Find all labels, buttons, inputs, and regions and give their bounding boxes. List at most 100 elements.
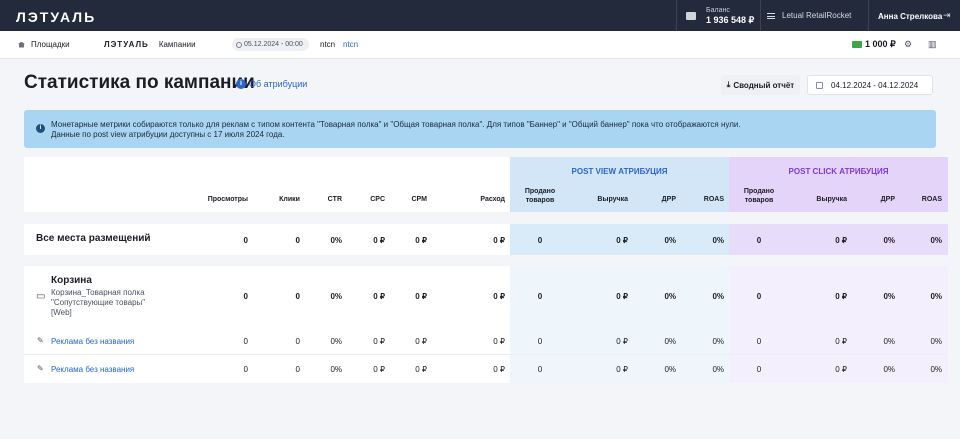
- nav-platforms[interactable]: Площадки: [18, 40, 70, 49]
- cell-cpc: 0 ₽: [373, 365, 385, 374]
- table-header-main: [24, 157, 510, 212]
- col-pv-sold-l2: товаров: [525, 197, 555, 204]
- col-pv-sold[interactable]: Продано товаров: [520, 187, 560, 205]
- banner-line-1: Монетарные метрики собираются только для…: [51, 120, 741, 129]
- money-icon: [852, 41, 862, 48]
- col-cpm[interactable]: CPM: [411, 196, 427, 203]
- cell-ctr: 0%: [330, 236, 342, 245]
- cell-clicks: 0: [295, 292, 300, 301]
- cell-pc-roas: 0%: [930, 365, 942, 374]
- campaign-link[interactable]: ntcn: [343, 40, 359, 49]
- cell-pv-revenue: 0 ₽: [616, 365, 628, 374]
- monitor-icon: ▭: [36, 291, 46, 302]
- col-clicks[interactable]: Клики: [279, 196, 300, 203]
- table-header-post-click: [729, 157, 948, 212]
- date-range-value: 04.12.2024 - 04.12.2024: [831, 80, 919, 90]
- cell-pc-sold: 0: [756, 365, 762, 374]
- info-banner: i Монетарные метрики собираются только д…: [24, 110, 936, 148]
- col-ctr[interactable]: CTR: [327, 196, 342, 203]
- brand-logo[interactable]: ЛЭТУАЛЬ: [16, 9, 97, 25]
- nav-platforms-label: Площадки: [31, 40, 70, 49]
- cell-pv-sold: 0: [537, 337, 543, 346]
- cell-pc-sold: 0: [756, 337, 762, 346]
- cell-ctr: 0%: [330, 365, 342, 374]
- col-pc-roas[interactable]: ROAS: [921, 196, 942, 203]
- cell-clicks: 0: [295, 365, 300, 374]
- cell-pc-drr: 0%: [883, 337, 895, 346]
- cell-views: 0: [243, 365, 248, 374]
- cell-cpm: 0 ₽: [415, 292, 427, 301]
- pencil-icon: ✎: [37, 336, 44, 345]
- col-pc-sold-l2: товаров: [744, 197, 774, 204]
- cell-pc-revenue: 0 ₽: [835, 236, 847, 245]
- user-name[interactable]: Анна Стрелкова: [878, 12, 943, 21]
- cell-pc-drr: 0%: [883, 365, 895, 374]
- download-icon: ⤓: [726, 80, 731, 89]
- cell-cpc: 0 ₽: [373, 292, 385, 301]
- divider: [868, 0, 869, 31]
- gear-icon[interactable]: ⚙: [904, 39, 913, 49]
- col-pv-drr[interactable]: ДРР: [661, 196, 676, 203]
- cell-pc-revenue: 0 ₽: [835, 292, 847, 301]
- divider: [676, 0, 677, 31]
- summary-report-button[interactable]: ⤓ Сводный отчёт: [721, 75, 800, 95]
- col-pv-sold-l1: Продано: [524, 188, 556, 195]
- info-icon: i: [36, 124, 45, 133]
- balance-value: 1 936 548 ₽: [706, 14, 755, 25]
- home-icon: [18, 41, 25, 48]
- placement-sub-1: Корзина_Товарная полка: [51, 288, 145, 297]
- col-pc-sold-l1: Продано: [743, 188, 775, 195]
- placement-title[interactable]: Корзина: [51, 275, 92, 286]
- row-divider: [24, 354, 948, 355]
- cell-pc-revenue: 0 ₽: [835, 365, 847, 374]
- summary-row: [24, 224, 510, 255]
- cell-spend: 0 ₽: [493, 365, 505, 374]
- col-pc-drr[interactable]: ДРР: [880, 196, 895, 203]
- summary-label: Все места размещений: [36, 233, 151, 244]
- nav-campaigns[interactable]: ЛЭТУАЛЬ Кампании: [104, 40, 196, 49]
- tenant-switcher[interactable]: Letual RetailRocket: [767, 11, 851, 20]
- cell-ctr: 0%: [330, 337, 342, 346]
- col-pc-sold[interactable]: Продано товаров: [739, 187, 779, 205]
- cell-pc-drr: 0%: [883, 236, 895, 245]
- placement-row: [24, 266, 510, 326]
- cell-pc-revenue: 0 ₽: [835, 337, 847, 346]
- balance-widget[interactable]: Баланс 1 936 548 ₽: [678, 0, 758, 31]
- wallet-icon: [686, 11, 696, 20]
- post-view-group-title: POST VIEW АТРИБУЦИЯ: [571, 167, 668, 176]
- col-pc-revenue[interactable]: Выручка: [816, 196, 847, 203]
- col-spend[interactable]: Расход: [480, 196, 505, 203]
- cell-cpm: 0 ₽: [415, 365, 427, 374]
- chart-icon[interactable]: ▥: [928, 39, 937, 49]
- campaign-budget[interactable]: 1 000 ₽: [852, 39, 896, 50]
- ad-link[interactable]: Реклама без названия: [51, 365, 135, 374]
- cell-pv-drr: 0%: [664, 292, 676, 301]
- col-pv-roas[interactable]: ROAS: [703, 196, 724, 203]
- cell-pv-roas: 0%: [712, 236, 724, 245]
- cell-pv-revenue: 0 ₽: [616, 337, 628, 346]
- page-title: Статистика по кампании: [24, 72, 255, 93]
- cell-cpm: 0 ₽: [415, 337, 427, 346]
- cell-pv-roas: 0%: [712, 292, 724, 301]
- ad-link[interactable]: Реклама без названия: [51, 337, 135, 346]
- table-header-post-view: [510, 157, 729, 212]
- date-range-picker[interactable]: 04.12.2024 - 04.12.2024: [807, 75, 933, 95]
- summary-row-pc-bg: [729, 224, 948, 255]
- cell-pc-roas: 0%: [930, 337, 942, 346]
- brand-logo-small: ЛЭТУАЛЬ: [104, 40, 149, 49]
- cell-spend: 0 ₽: [493, 236, 505, 245]
- cell-ctr: 0%: [330, 292, 342, 301]
- balance-label: Баланс: [706, 6, 730, 14]
- cell-views: 0: [243, 236, 248, 245]
- cell-pv-drr: 0%: [664, 236, 676, 245]
- info-icon: i: [236, 79, 246, 89]
- attribution-link[interactable]: i Об атрибуции: [236, 79, 307, 89]
- cell-views: 0: [243, 292, 248, 301]
- calendar-icon: [816, 81, 823, 89]
- col-views[interactable]: Просмотры: [207, 196, 248, 203]
- cell-pv-drr: 0%: [664, 365, 676, 374]
- col-cpc[interactable]: CPC: [370, 196, 385, 203]
- cell-pc-roas: 0%: [930, 236, 942, 245]
- logout-icon[interactable]: ⇥: [943, 10, 951, 20]
- col-pv-revenue[interactable]: Выручка: [597, 196, 628, 203]
